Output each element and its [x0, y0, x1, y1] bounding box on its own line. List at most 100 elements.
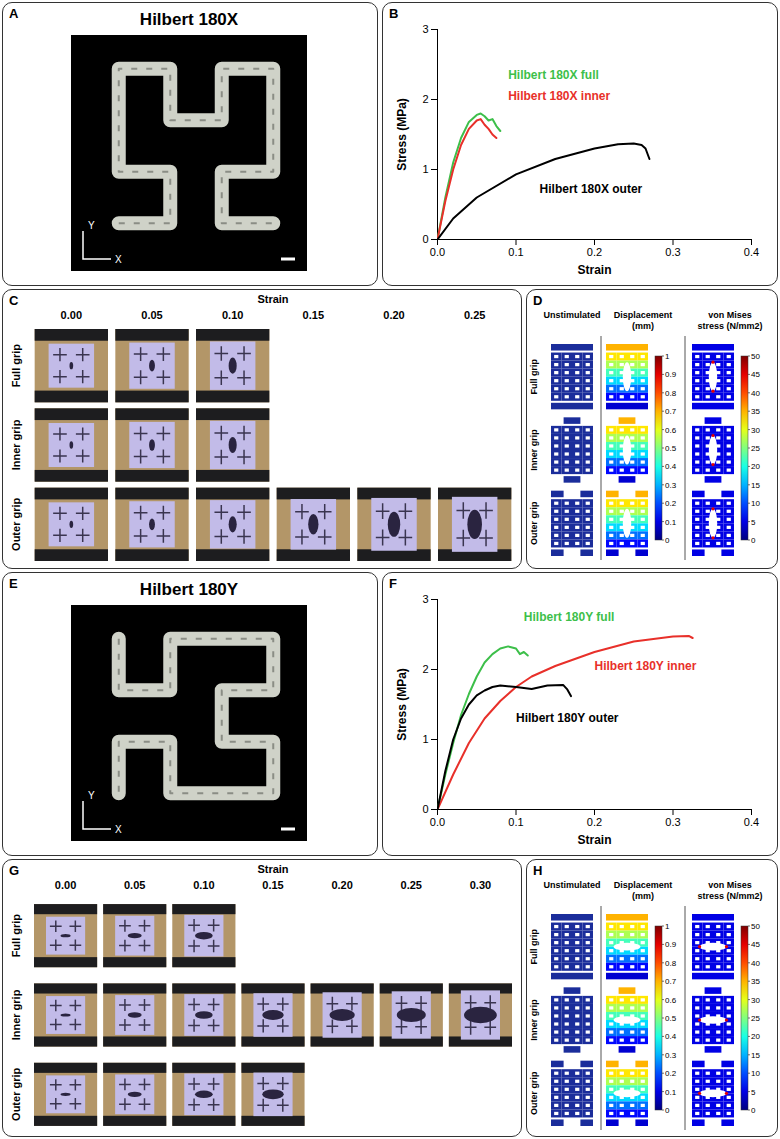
svg-text:30: 30	[751, 996, 760, 1005]
svg-text:0.5: 0.5	[665, 444, 677, 453]
svg-text:Displacement: Displacement	[614, 310, 673, 320]
svg-text:50: 50	[751, 922, 760, 931]
svg-text:Y: Y	[88, 220, 95, 231]
svg-text:0.7: 0.7	[665, 977, 677, 986]
svg-text:0: 0	[422, 233, 428, 245]
svg-text:0.3: 0.3	[665, 816, 680, 828]
svg-text:0.9: 0.9	[665, 370, 677, 379]
svg-text:0: 0	[665, 536, 670, 545]
svg-text:Displacement: Displacement	[614, 880, 673, 890]
svg-text:5: 5	[751, 518, 756, 527]
svg-text:Full grip: Full grip	[10, 914, 22, 958]
svg-text:1: 1	[665, 352, 670, 361]
svg-text:0.3: 0.3	[665, 246, 680, 258]
svg-text:Outer grip: Outer grip	[529, 1071, 539, 1115]
svg-text:Full grip: Full grip	[10, 344, 22, 388]
svg-text:X: X	[115, 824, 122, 835]
svg-text:0.4: 0.4	[665, 462, 677, 471]
svg-text:0.3: 0.3	[665, 1051, 677, 1060]
svg-text:0.2: 0.2	[587, 246, 602, 258]
svg-text:Strain: Strain	[577, 833, 611, 847]
svg-text:30: 30	[751, 426, 760, 435]
svg-text:Full grip: Full grip	[529, 358, 539, 394]
svg-text:Hilbert 180Y inner: Hilbert 180Y inner	[595, 659, 697, 673]
svg-text:5: 5	[751, 1088, 756, 1097]
svg-text:Unstimulated: Unstimulated	[543, 880, 600, 890]
svg-text:stress (N/mm2): stress (N/mm2)	[697, 321, 762, 331]
svg-text:stress (N/mm2): stress (N/mm2)	[697, 891, 762, 901]
svg-text:0: 0	[751, 1106, 756, 1115]
svg-text:Full grip: Full grip	[529, 928, 539, 964]
svg-text:Outer grip: Outer grip	[10, 1067, 22, 1120]
svg-text:Strain: Strain	[257, 863, 288, 875]
svg-text:3: 3	[422, 23, 428, 35]
svg-text:von Mises: von Mises	[708, 880, 752, 890]
svg-text:0: 0	[751, 536, 756, 545]
svg-text:0.20: 0.20	[331, 879, 352, 891]
svg-text:40: 40	[751, 959, 760, 968]
svg-text:35: 35	[751, 977, 760, 986]
svg-text:Hilbert 180X inner: Hilbert 180X inner	[508, 89, 610, 103]
svg-text:Hilbert 180Y outer: Hilbert 180Y outer	[516, 711, 619, 725]
svg-text:20: 20	[751, 1032, 760, 1041]
svg-text:0.7: 0.7	[665, 407, 677, 416]
svg-text:1: 1	[422, 733, 428, 745]
svg-text:0.05: 0.05	[141, 309, 162, 321]
svg-text:0.1: 0.1	[665, 1088, 677, 1097]
svg-text:0.1: 0.1	[508, 246, 523, 258]
svg-text:0.0: 0.0	[430, 816, 445, 828]
svg-text:25: 25	[751, 1014, 760, 1023]
svg-text:0.0: 0.0	[430, 246, 445, 258]
svg-text:3: 3	[422, 593, 428, 605]
svg-text:0.1: 0.1	[665, 518, 677, 527]
svg-text:0.05: 0.05	[124, 879, 145, 891]
svg-text:0.00: 0.00	[55, 879, 76, 891]
svg-text:0.10: 0.10	[222, 309, 243, 321]
svg-text:1: 1	[665, 922, 670, 931]
svg-text:40: 40	[751, 389, 760, 398]
svg-text:(mm): (mm)	[632, 891, 654, 901]
svg-text:45: 45	[751, 940, 760, 949]
svg-text:Hilbert 180X full: Hilbert 180X full	[508, 68, 599, 82]
svg-text:15: 15	[751, 481, 760, 490]
svg-text:Hilbert 180Y full: Hilbert 180Y full	[524, 610, 614, 624]
svg-text:Stress (MPa): Stress (MPa)	[395, 668, 409, 741]
svg-text:Inner grip: Inner grip	[10, 989, 22, 1040]
svg-text:20: 20	[751, 462, 760, 471]
svg-text:Outer grip: Outer grip	[10, 497, 22, 550]
svg-text:0: 0	[665, 1106, 670, 1115]
svg-text:von Mises: von Mises	[708, 310, 752, 320]
svg-text:Stress (MPa): Stress (MPa)	[395, 98, 409, 171]
svg-text:Outer grip: Outer grip	[529, 501, 539, 545]
svg-text:1: 1	[422, 163, 428, 175]
svg-text:0.15: 0.15	[262, 879, 283, 891]
svg-text:0.9: 0.9	[665, 940, 677, 949]
svg-text:0.1: 0.1	[508, 816, 523, 828]
svg-text:Hilbert 180Y: Hilbert 180Y	[140, 580, 239, 599]
svg-text:2: 2	[422, 93, 428, 105]
svg-text:50: 50	[751, 352, 760, 361]
svg-text:Unstimulated: Unstimulated	[543, 310, 600, 320]
svg-text:0.4: 0.4	[744, 246, 759, 258]
svg-text:2: 2	[422, 663, 428, 675]
svg-text:0.8: 0.8	[665, 389, 677, 398]
svg-text:0.25: 0.25	[464, 309, 485, 321]
svg-text:10: 10	[751, 499, 760, 508]
svg-text:0.20: 0.20	[383, 309, 404, 321]
svg-text:0.25: 0.25	[401, 879, 422, 891]
svg-text:0.2: 0.2	[665, 499, 677, 508]
svg-text:Strain: Strain	[257, 293, 288, 305]
svg-text:0.2: 0.2	[665, 1069, 677, 1078]
svg-text:0.2: 0.2	[587, 816, 602, 828]
svg-text:0.10: 0.10	[193, 879, 214, 891]
svg-text:X: X	[115, 254, 122, 265]
svg-text:0.6: 0.6	[665, 426, 677, 435]
svg-text:0.4: 0.4	[744, 816, 759, 828]
svg-text:35: 35	[751, 407, 760, 416]
svg-text:10: 10	[751, 1069, 760, 1078]
svg-text:0.6: 0.6	[665, 996, 677, 1005]
svg-text:Inner grip: Inner grip	[529, 429, 539, 471]
svg-text:Inner grip: Inner grip	[10, 419, 22, 470]
svg-text:15: 15	[751, 1051, 760, 1060]
svg-text:0.4: 0.4	[665, 1032, 677, 1041]
